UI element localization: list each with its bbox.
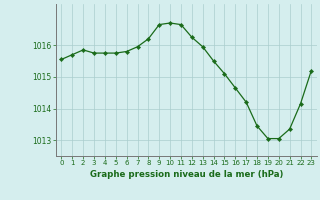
- X-axis label: Graphe pression niveau de la mer (hPa): Graphe pression niveau de la mer (hPa): [90, 170, 283, 179]
